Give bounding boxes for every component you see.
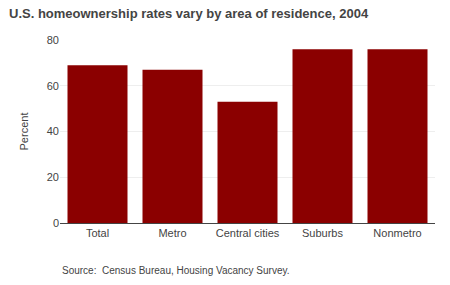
svg-text:Source: Census Bureau, Housin: Source: Census Bureau, Housing Vacancy S… [62,265,290,276]
svg-text:Total: Total [86,227,109,239]
svg-text:U.S. homeownership rates vary: U.S. homeownership rates vary by area of… [9,6,369,21]
svg-text:80: 80 [47,34,59,46]
svg-text:40: 40 [47,125,59,137]
svg-text:60: 60 [47,80,59,92]
svg-text:Nonmetro: Nonmetro [373,227,421,239]
svg-text:Percent: Percent [18,113,30,151]
svg-text:Suburbs: Suburbs [302,227,343,239]
svg-text:Metro: Metro [158,227,186,239]
svg-text:0: 0 [53,217,59,229]
svg-text:Central cities: Central cities [216,227,280,239]
svg-text:20: 20 [47,171,59,183]
